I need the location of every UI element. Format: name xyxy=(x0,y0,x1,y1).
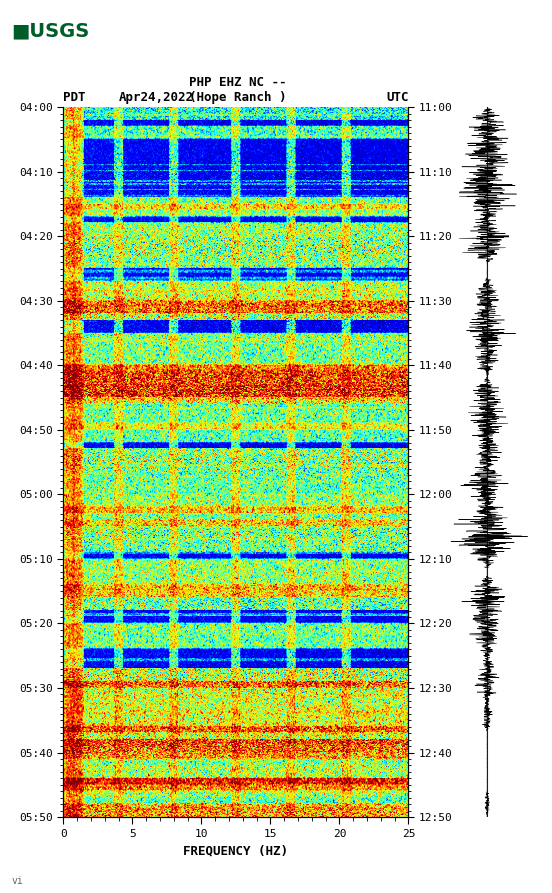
X-axis label: FREQUENCY (HZ): FREQUENCY (HZ) xyxy=(183,845,289,857)
Text: vi: vi xyxy=(11,876,23,886)
Text: UTC: UTC xyxy=(386,90,409,104)
Text: Apr24,2022: Apr24,2022 xyxy=(119,90,194,104)
Text: PDT: PDT xyxy=(63,90,86,104)
Text: PHP EHZ NC --: PHP EHZ NC -- xyxy=(189,76,286,89)
Text: (Hope Ranch ): (Hope Ranch ) xyxy=(189,90,286,104)
Text: ■USGS: ■USGS xyxy=(11,21,89,41)
